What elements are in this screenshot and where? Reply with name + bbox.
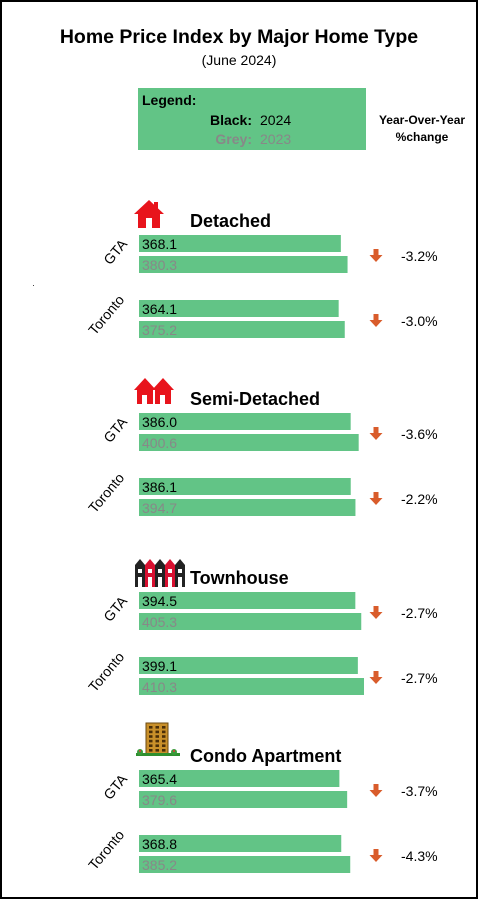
bar-2024: [139, 657, 358, 674]
condo-building-icon: [136, 722, 180, 756]
legend-black-key: Black:: [209, 112, 252, 128]
bar-2023: [139, 856, 351, 873]
bar-2024: [139, 300, 339, 317]
legend: Legend: Black: 2024 Grey: 2023: [138, 88, 366, 150]
value-label-2023: 385.2: [142, 857, 177, 873]
bar-2024: [139, 478, 351, 495]
down-arrow-icon: [369, 492, 383, 505]
legend-grey-key: Grey:: [215, 131, 252, 147]
value-label-2024: 399.1: [142, 658, 177, 674]
bar-2024: [139, 835, 342, 852]
yoy-change-label: -2.7%: [401, 670, 438, 686]
yoy-change-label: -3.6%: [401, 426, 438, 442]
legend-grey-value: 2023: [260, 131, 292, 147]
yoy-header: Year-Over-Year %change: [366, 112, 476, 146]
legend-title: Legend:: [142, 92, 197, 108]
bar-2023: [139, 678, 364, 695]
yoy-change-label: -4.3%: [401, 848, 438, 864]
bar-2024: [139, 592, 356, 609]
value-label-2023: 380.3: [142, 257, 177, 273]
value-label-2024: 368.8: [142, 836, 177, 852]
yoy-change-label: -2.2%: [401, 491, 438, 507]
value-label-2023: 379.6: [142, 792, 177, 808]
region-label: GTA: [100, 414, 131, 446]
townhouse-icon: [135, 559, 185, 587]
down-arrow-icon: [369, 849, 383, 862]
legend-black-value: 2024: [260, 112, 292, 128]
value-label-2024: 386.0: [142, 414, 177, 430]
value-label-2023: 394.7: [142, 500, 177, 516]
region-label: GTA: [100, 593, 131, 625]
yoy-change-label: -3.2%: [401, 248, 438, 264]
stray-dot: [33, 285, 34, 286]
value-label-2024: 394.5: [142, 593, 177, 609]
region-label: GTA: [100, 771, 131, 803]
value-label-2024: 365.4: [142, 771, 177, 787]
region-label: Toronto: [85, 292, 127, 338]
down-arrow-icon: [369, 427, 383, 440]
down-arrow-icon: [369, 606, 383, 619]
bar-2023: [139, 321, 345, 338]
down-arrow-icon: [369, 671, 383, 684]
region-label: Toronto: [85, 827, 127, 873]
down-arrow-icon: [369, 249, 383, 262]
bar-2023: [139, 613, 362, 630]
yoy-change-label: -2.7%: [401, 605, 438, 621]
region-label: Toronto: [85, 649, 127, 695]
value-label-2023: 410.3: [142, 679, 177, 695]
group-title: Townhouse: [190, 568, 289, 588]
bar-2023: [139, 791, 348, 808]
region-label: GTA: [100, 236, 131, 268]
bar-2023: [139, 434, 359, 451]
yoy-change-label: -3.0%: [401, 313, 438, 329]
yoy-header-line-1: Year-Over-Year: [378, 113, 466, 127]
region-label: Toronto: [85, 470, 127, 516]
value-label-2024: 368.1: [142, 236, 177, 252]
semi-detached-house-icon: [134, 378, 174, 404]
chart-title: Home Price Index by Major Home Type: [59, 26, 419, 48]
chart-subtitle: (June 2024): [201, 52, 277, 68]
down-arrow-icon: [369, 784, 383, 797]
yoy-header-line-2: %change: [395, 130, 449, 144]
bar-2023: [139, 256, 348, 273]
group-title: Semi-Detached: [190, 389, 320, 409]
yoy-change-label: -3.7%: [401, 783, 438, 799]
value-label-2023: 375.2: [142, 322, 177, 338]
value-label-2023: 405.3: [142, 614, 177, 630]
bar-2024: [139, 413, 351, 430]
bar-2023: [139, 499, 356, 516]
value-label-2023: 400.6: [142, 435, 177, 451]
group-title: Condo Apartment: [190, 746, 341, 766]
bar-2024: [139, 770, 340, 787]
bar-2024: [139, 235, 341, 252]
value-label-2024: 364.1: [142, 301, 177, 317]
value-label-2024: 386.1: [142, 479, 177, 495]
down-arrow-icon: [369, 314, 383, 327]
detached-house-icon: [134, 200, 164, 228]
group-title: Detached: [190, 211, 271, 231]
